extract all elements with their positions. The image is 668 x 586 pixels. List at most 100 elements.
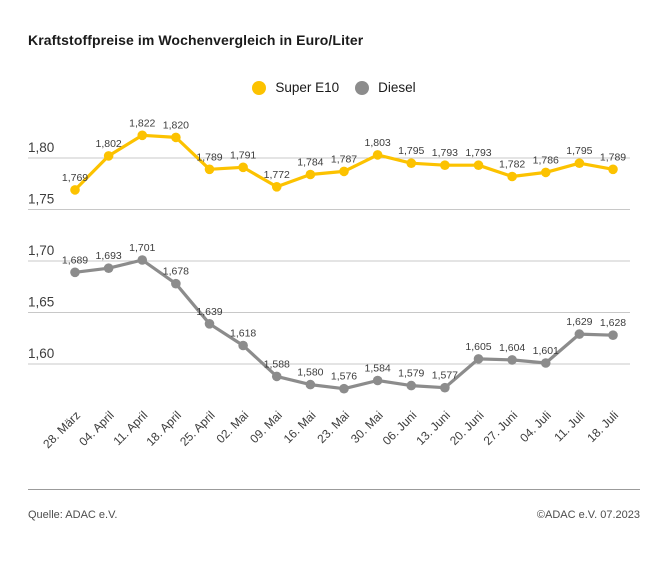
footer-divider xyxy=(28,489,640,490)
y-axis-tick-label: 1,65 xyxy=(28,295,54,310)
data-point xyxy=(440,160,450,170)
data-point xyxy=(440,382,450,393)
legend-label-diesel: Diesel xyxy=(378,80,416,95)
y-axis-tick-label: 1,70 xyxy=(28,243,54,258)
x-axis-tick-label: 13. Juni xyxy=(413,408,453,448)
data-point-value-label: 1,576 xyxy=(331,371,357,383)
data-point-value-label: 1,701 xyxy=(129,242,155,254)
y-axis-tick-label: 1,60 xyxy=(28,346,54,361)
legend-label-super-e10: Super E10 xyxy=(275,80,340,95)
data-point-value-label: 1,618 xyxy=(230,328,256,340)
data-point xyxy=(574,158,585,168)
y-axis-tick-label: 1,80 xyxy=(28,140,54,155)
data-point xyxy=(171,132,181,143)
x-axis-tick-label: 30. Mai xyxy=(348,408,386,446)
x-axis-tick-label: 04. April xyxy=(76,408,117,449)
legend-item-diesel: Diesel xyxy=(355,80,416,95)
data-point-value-label: 1,795 xyxy=(398,145,424,157)
x-axis-tick-label: 28. März xyxy=(40,408,83,451)
data-point-value-label: 1,822 xyxy=(129,117,155,129)
x-axis-tick-label: 23. Mai xyxy=(314,408,352,446)
x-axis-tick-label: 18. April xyxy=(143,408,184,449)
x-axis-tick-label: 20. Juni xyxy=(447,408,487,448)
x-axis-tick-label: 11. Juli xyxy=(551,408,587,444)
data-point-value-label: 1,580 xyxy=(297,367,323,379)
x-axis-tick-label: 06. Juni xyxy=(380,408,420,448)
data-point-value-label: 1,639 xyxy=(196,306,222,318)
data-point xyxy=(608,164,618,175)
data-point-value-label: 1,769 xyxy=(62,172,88,184)
data-point-value-label: 1,772 xyxy=(264,169,290,181)
data-point-value-label: 1,791 xyxy=(230,149,256,161)
data-point xyxy=(204,164,215,175)
data-point xyxy=(339,383,349,394)
data-point xyxy=(608,330,618,341)
data-point-value-label: 1,795 xyxy=(566,145,592,157)
data-point xyxy=(204,319,215,329)
data-point-value-label: 1,678 xyxy=(163,266,189,278)
data-point xyxy=(103,151,114,161)
data-point-value-label: 1,793 xyxy=(432,147,458,159)
data-point xyxy=(339,166,349,177)
data-point-value-label: 1,787 xyxy=(331,153,357,165)
data-point-value-label: 1,629 xyxy=(566,316,592,328)
y-axis-tick-label: 1,75 xyxy=(28,192,54,207)
data-point xyxy=(574,329,585,339)
data-point-value-label: 1,689 xyxy=(62,254,88,266)
copyright-note: ©ADAC e.V. 07.2023 xyxy=(536,509,640,521)
data-point xyxy=(372,150,383,160)
data-point-value-label: 1,628 xyxy=(600,317,626,329)
data-point-value-label: 1,584 xyxy=(364,363,390,375)
data-point xyxy=(137,255,148,265)
data-point xyxy=(70,267,80,278)
data-point xyxy=(271,182,282,192)
x-axis-tick-label: 27. Juni xyxy=(481,408,521,448)
x-axis-tick-label: 11. April xyxy=(110,408,150,448)
data-point-value-label: 1,820 xyxy=(163,119,189,131)
data-point xyxy=(540,167,551,178)
data-point xyxy=(507,171,517,182)
data-point-value-label: 1,588 xyxy=(264,358,290,370)
source-note: Quelle: ADAC e.V. xyxy=(28,509,118,521)
x-axis-tick-label: 18. Juli xyxy=(584,408,621,445)
series-line-diesel xyxy=(73,258,615,391)
x-axis-tick-label: 04. Juli xyxy=(517,408,554,445)
x-axis-tick-label: 16. Mai xyxy=(281,408,319,446)
chart-title: Kraftstoffpreise im Wochenvergleich in E… xyxy=(28,32,364,48)
data-point xyxy=(238,340,248,351)
data-point xyxy=(372,375,383,386)
data-point-value-label: 1,601 xyxy=(533,345,559,357)
x-axis-tick-label: 25. April xyxy=(177,408,218,449)
x-axis-tick-label: 09. Mai xyxy=(247,408,285,446)
legend-item-super-e10: Super E10 xyxy=(252,80,339,95)
data-point-value-label: 1,605 xyxy=(465,341,491,353)
data-point xyxy=(473,354,484,364)
data-point xyxy=(540,358,551,368)
data-point-value-label: 1,803 xyxy=(364,137,390,149)
data-point-value-label: 1,784 xyxy=(297,157,323,169)
data-point xyxy=(103,263,114,274)
data-point xyxy=(507,355,517,365)
data-point xyxy=(271,371,282,382)
data-point xyxy=(70,185,80,195)
data-point-value-label: 1,793 xyxy=(465,147,491,159)
diesel-dot-icon xyxy=(355,80,370,95)
data-point-value-label: 1,786 xyxy=(533,154,559,166)
data-point-value-label: 1,693 xyxy=(95,250,121,262)
data-point xyxy=(406,158,417,168)
data-point xyxy=(473,160,484,170)
chart-legend: Super E10 Diesel xyxy=(0,80,668,95)
data-point-value-label: 1,782 xyxy=(499,159,525,171)
data-point xyxy=(305,379,316,390)
data-point-value-label: 1,802 xyxy=(95,138,121,150)
data-point xyxy=(305,169,316,180)
data-point-value-label: 1,579 xyxy=(398,368,424,380)
data-point-value-label: 1,789 xyxy=(196,151,222,163)
data-point-value-label: 1,577 xyxy=(432,370,458,382)
data-point xyxy=(137,130,148,141)
data-point-value-label: 1,789 xyxy=(600,151,626,163)
data-point xyxy=(406,380,417,391)
data-point xyxy=(238,162,248,173)
